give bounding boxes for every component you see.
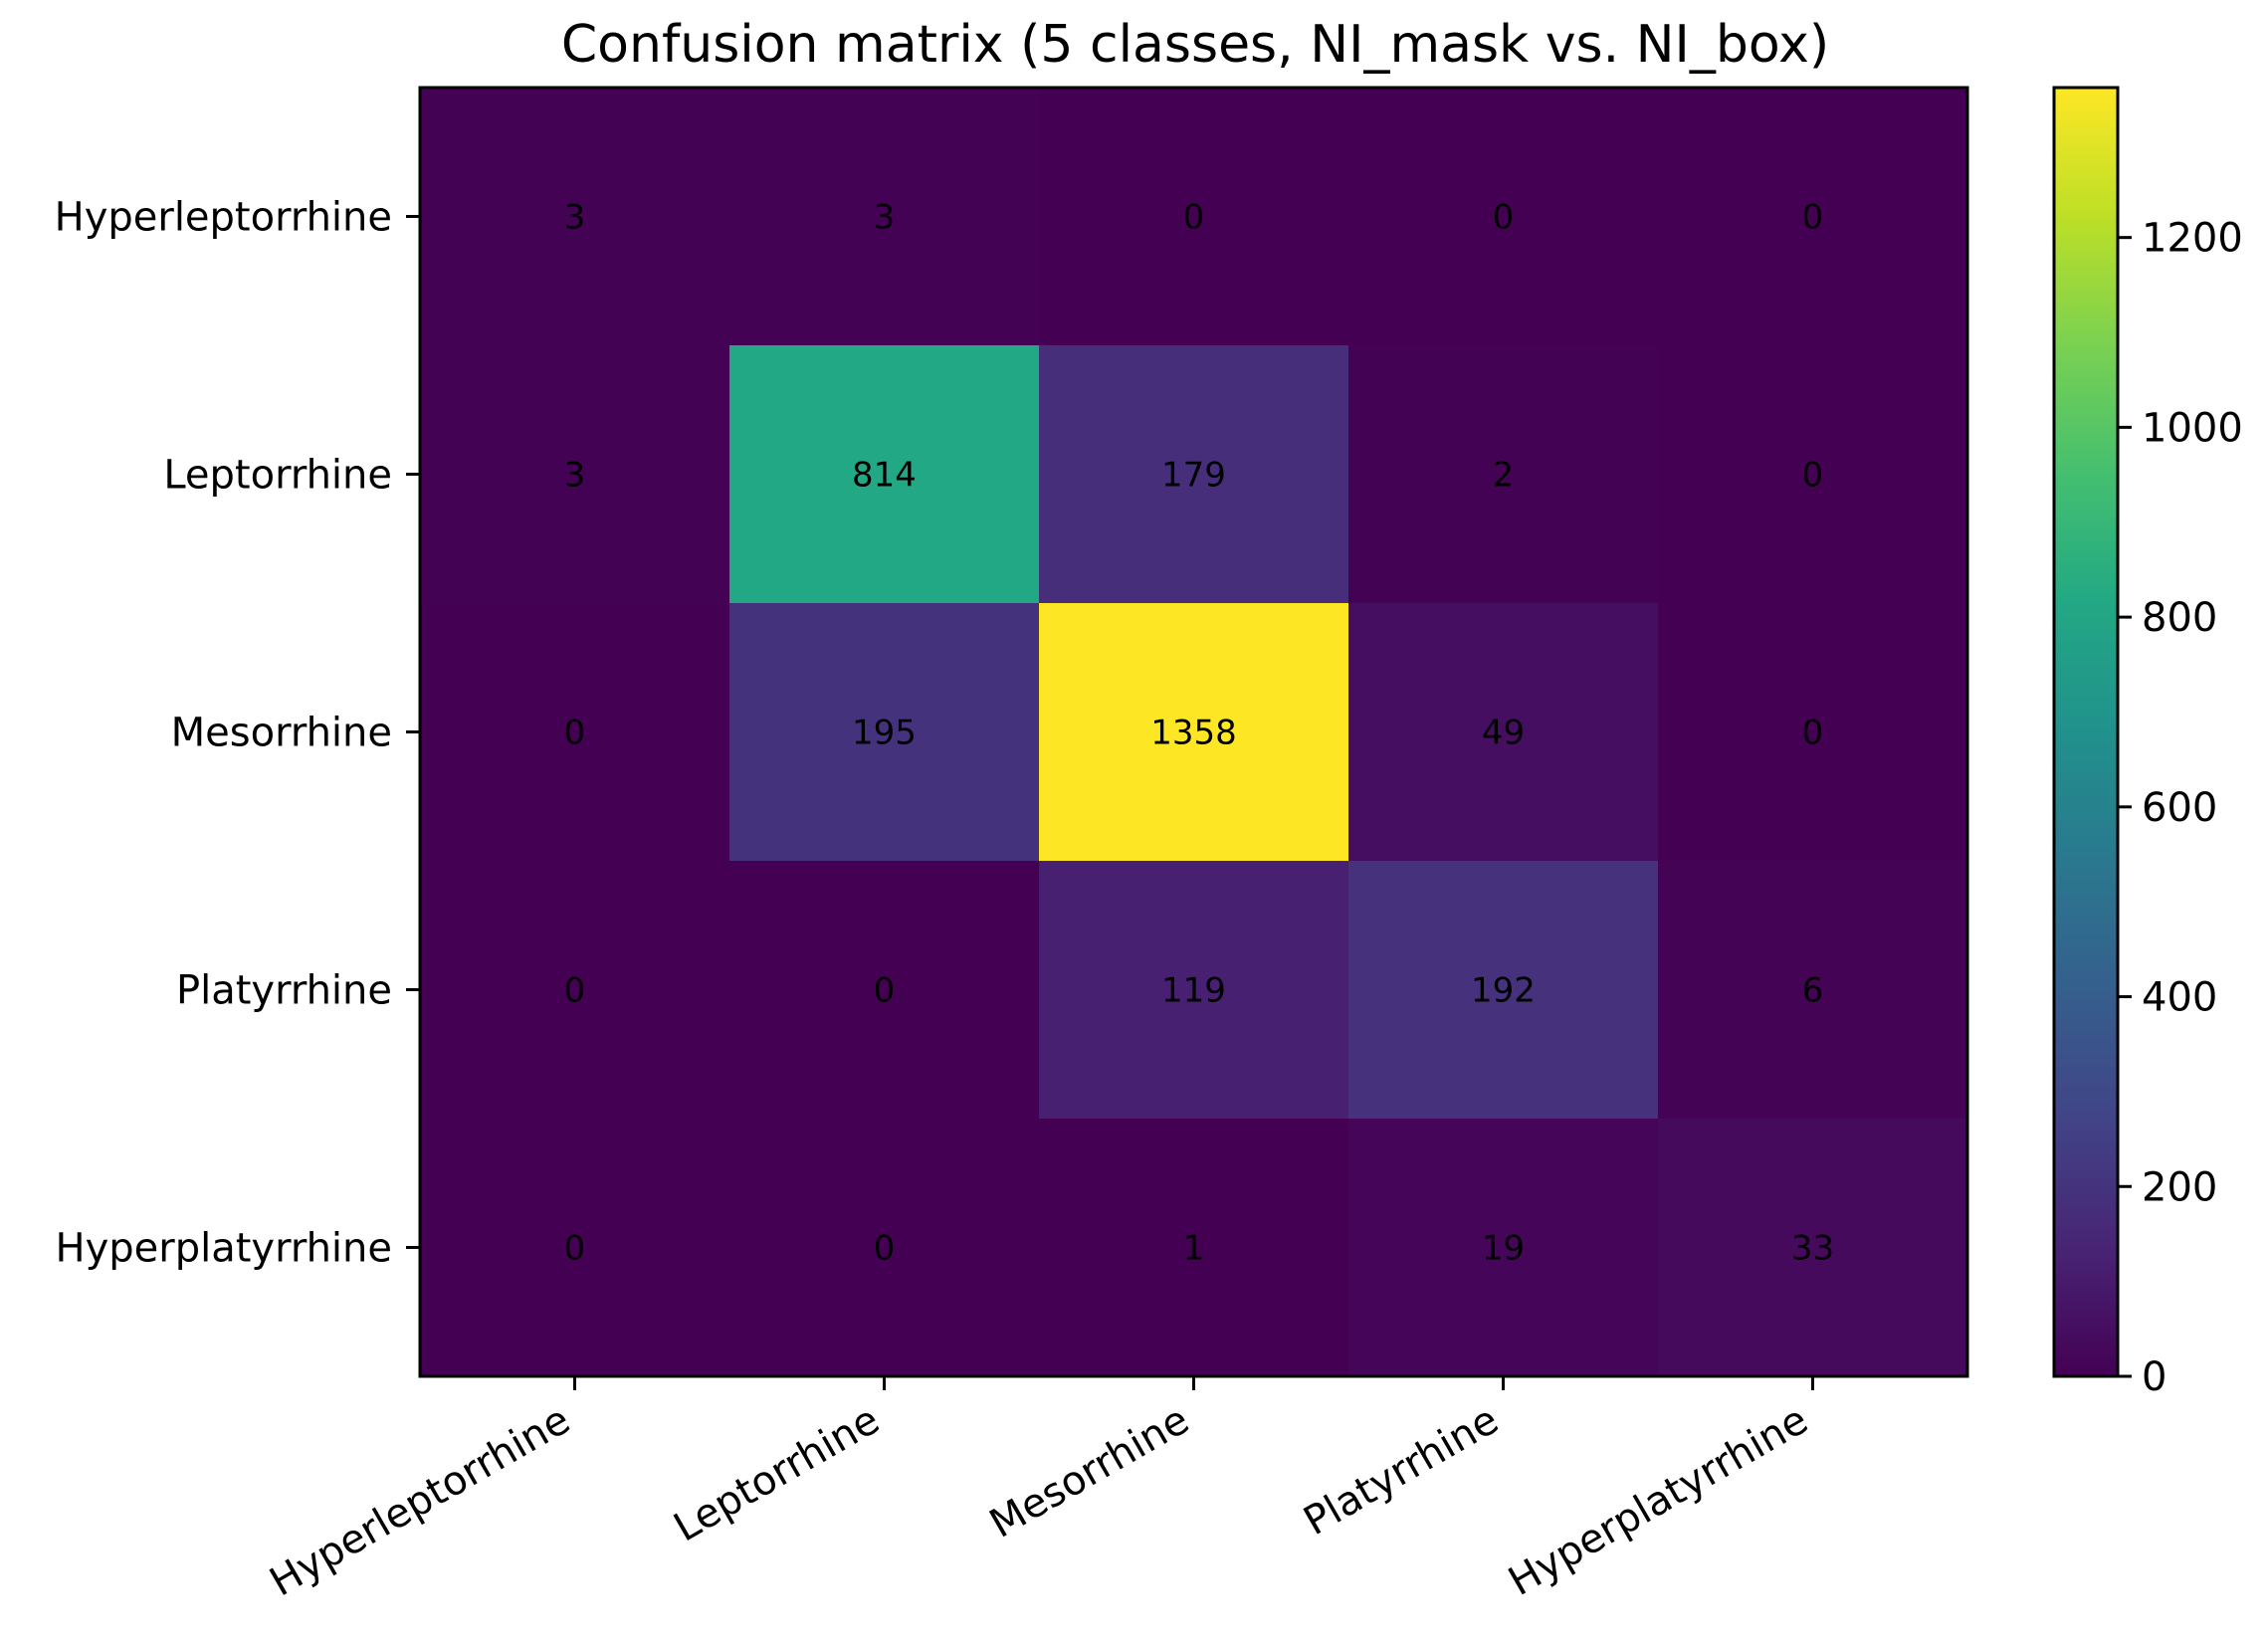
y-tick-label: Mesorrhine [171,711,392,756]
colorbar-tick-label: 800 [2142,595,2217,641]
heatmap-cell [1348,861,1659,1120]
heatmap-cell [1039,861,1349,1120]
cell-value-label: 195 [852,714,917,753]
heatmap-cell [420,861,730,1120]
x-tick-label: Hyperleptorrhine [263,1397,578,1606]
heatmap-cell [1348,603,1659,862]
heatmap-cell [1039,345,1349,604]
colorbar-tick-label: 0 [2142,1354,2166,1400]
heatmap-cells [420,88,1968,1377]
heatmap-cell [420,603,730,862]
y-tick-label: Platyrrhine [176,968,392,1014]
x-tick-label: Mesorrhine [982,1397,1197,1547]
y-tick-label: Hyperleptorrhine [55,195,392,241]
colorbar-axis: 0 200 400 600 800 1000 1200 [2118,216,2243,1400]
cell-value-label: 0 [874,971,896,1011]
colorbar-tick-label: 400 [2142,975,2217,1021]
cell-value-label: 179 [1161,456,1226,496]
heatmap-cell [1039,1119,1349,1377]
heatmap-cell [420,345,730,604]
chart-title: Confusion matrix (5 classes, NI_mask vs.… [561,15,1829,75]
x-tick-label: Platyrrhine [1297,1397,1507,1544]
colorbar-tick-label: 600 [2142,785,2217,831]
heatmap-cell [729,1119,1040,1377]
heatmap-cell-labels: 3 3 0 0 03 814 179 2 00 195 1358 49 00 0 119 192 60 0 1 19 3… [564,198,1834,1269]
cell-value-label: 814 [852,456,917,496]
cell-value-label: 3 [564,456,586,496]
colorbar-tick-label: 200 [2142,1164,2217,1210]
heatmap-cell [420,88,730,346]
cell-value-label: 0 [1183,198,1205,238]
heatmap-cell [1039,603,1349,862]
cell-value-label: 3 [564,198,586,238]
y-axis: Hyperleptorrhine Leptorrhine Mesorrhine Pla… [55,195,420,1272]
heatmap-cell [1658,345,1968,604]
cell-value-label: 0 [564,1229,586,1269]
cell-value-label: 0 [1802,714,1824,753]
cell-value-label: 0 [564,971,586,1011]
heatmap-cell [1039,88,1349,346]
colorbar-tick-label: 1200 [2142,216,2243,262]
cell-value-label: 0 [1493,198,1515,238]
colorbar [2052,86,2120,1378]
x-tick-label: Hyperplatyrrhine [1501,1397,1815,1605]
heatmap-cell [729,88,1040,346]
cell-value-label: 1 [1183,1229,1205,1269]
heatmap-cell [1658,861,1968,1120]
y-tick-label: Hyperplatyrrhine [56,1226,392,1272]
cell-value-label: 49 [1482,714,1525,753]
heatmap-cell [1348,1119,1659,1377]
cell-value-label: 19 [1482,1229,1525,1269]
x-axis: Hyperleptorrhine Leptorrhine Mesorrhine Pla… [263,1376,1816,1605]
y-tick-label: Leptorrhine [163,453,392,499]
cell-value-label: 3 [874,198,896,238]
cell-value-label: 0 [1802,198,1824,238]
cell-value-label: 1358 [1150,714,1237,753]
colorbar-tick-label: 1000 [2142,405,2243,451]
heatmap-cell [1658,88,1968,346]
heatmap-cell [1348,345,1659,604]
heatmap-cell [729,861,1040,1120]
x-tick-label: Leptorrhine [667,1397,888,1551]
heatmap-cell [729,603,1040,862]
heatmap-cell [729,345,1040,604]
heatmap-cell [420,1119,730,1377]
cell-value-label: 2 [1493,456,1515,496]
cell-value-label: 33 [1791,1229,1834,1269]
cell-value-label: 0 [564,714,586,753]
heatmap-cell [1658,603,1968,862]
cell-value-label: 119 [1161,971,1226,1011]
heatmap-cell [1348,88,1659,346]
heatmap-cell [1658,1119,1968,1377]
cell-value-label: 192 [1471,971,1536,1011]
cell-value-label: 0 [1802,456,1824,496]
cell-value-label: 6 [1802,971,1824,1011]
cell-value-label: 0 [874,1229,896,1269]
